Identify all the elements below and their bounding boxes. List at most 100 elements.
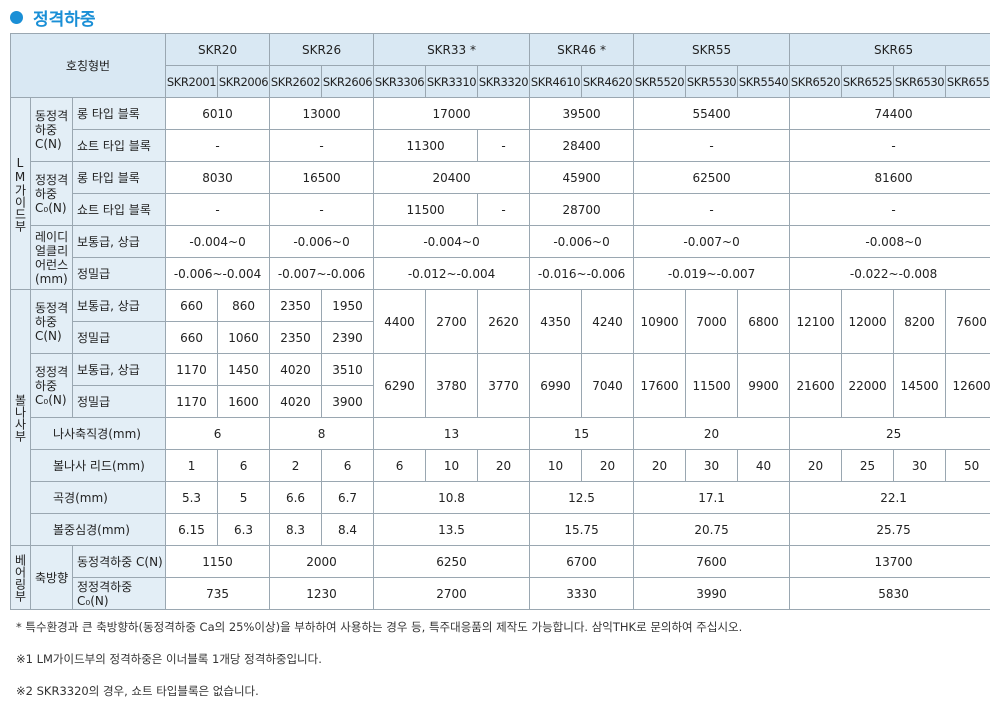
cell: 7600 [633,545,791,578]
cell: -0.019~-0.007 [633,257,791,290]
cell: 16500 [269,161,375,194]
row-label: 쇼트 타입 블록 [71,129,167,162]
model-name: SKR3310 [425,65,479,98]
rating-table: 호칭형번 SKR20 SKR26 SKR33 * SKR46 * SKR55 SKR65 SK… [10,33,990,610]
cell: -0.007~-0.006 [269,257,375,290]
model-name: SKR6530 [893,65,947,98]
data-row: 나사축직경(mm) 6 8 13 15 20 25 [11,417,990,450]
cell: 2000 [269,545,375,578]
data-row: 곡경(mm) 5.3 5 6.6 6.7 10.8 12.5 17.1 22.1 [11,481,990,514]
cell: 4240 [581,289,635,354]
cell: 30 [685,449,739,482]
cell: 62500 [633,161,791,194]
cell: - [789,129,990,162]
cell: 860 [217,289,271,322]
cell: 6.15 [165,513,219,546]
cell: 12100 [789,289,843,354]
row-label: 나사축직경(mm) [29,417,167,450]
cell: 40 [737,449,791,482]
cell: 8 [269,417,375,450]
data-row: 레이디얼클리어런스 (mm) 보통급, 상급 -0.004~0 -0.006~0 -0.… [11,225,990,290]
model-name: SKR5520 [633,65,687,98]
model-name: SKR2602 [269,65,323,98]
model-name: SKR2006 [217,65,271,98]
row-label: 정밀급 [71,385,167,418]
cell: 5 [217,481,271,514]
model-name: SKR6550 [945,65,990,98]
row-label: 정정격하중 C₀(N) [71,577,167,610]
cell: - [269,129,375,162]
data-row: 쇼트 타입 블록 - -11500-28700- - [11,193,990,226]
cell: 22.1 [789,481,990,514]
group-label: 레이디얼클리어런스 (mm) [30,225,73,290]
cell: - [165,129,271,162]
cell: -0.022~-0.008 [789,257,990,290]
series-name: SKR46 * [529,33,635,66]
cell: 15.75 [529,513,635,546]
cell: -0.004~0 [373,225,531,258]
header-row: SKR2001 SKR2006 SKR2602 SKR2606 SKR3306 SKR33… [11,65,990,98]
cell: - [633,193,791,226]
cell: 45900 [529,161,635,194]
cell: 25 [841,449,895,482]
cell: 1170 [165,353,219,386]
cell: 9900 [737,353,791,418]
model-name: SKR5530 [685,65,739,98]
data-row: 볼나사 리드(mm) 1 6 2 6 6 10 20 10 20 20 30 40 20 25 30 50 [11,449,990,482]
cell: 15 [529,417,635,450]
cell: 12.5 [529,481,635,514]
cell: - [477,129,531,162]
group-label: 정정격하중 C₀(N) [30,161,73,226]
data-row: 정정격하중 C₀(N) 보통급, 상급 1170 1450 4020 3510 6290 37… [11,353,990,418]
cell: 28700 [529,193,635,226]
data-row: 베어링부 축방향 동정격하중 C(N) 1150 2000 6250 6700 7600 137… [10,545,990,610]
cell: 25 [789,417,990,450]
cell: 5.3 [165,481,219,514]
header-label: 호칭형번 [10,33,167,98]
cell: 6990 [529,353,583,418]
row-label: 롱 타입 블록 [71,161,167,194]
cell: 660 [165,289,219,322]
cell: 20 [633,417,791,450]
cell: 1950 [321,289,375,322]
cell: 50 [945,449,990,482]
cell: - [789,193,990,226]
cell: 11500 [685,353,739,418]
header-row: 호칭형번 SKR20 SKR26 SKR33 * SKR46 * SKR55 SKR65 [10,33,990,98]
row-label: 보통급, 상급 [71,289,167,322]
cell: 17600 [633,353,687,418]
cell: -0.007~0 [633,225,791,258]
cell: 13000 [269,97,375,130]
cell: 6.3 [217,513,271,546]
cell: 2350 [269,321,323,354]
cell: 10 [529,449,583,482]
cell: - [477,193,531,226]
group-label: 정정격하중 C₀(N) [30,353,73,418]
cell: 1170 [165,385,219,418]
cell: 74400 [789,97,990,130]
data-row: 정밀급 -0.006~-0.004 -0.007~-0.006 -0.012~-0.0… [11,257,990,290]
section-label: LM가이드부 [10,97,31,290]
cell: 20.75 [633,513,791,546]
cell: -0.012~-0.004 [373,257,531,290]
data-row: 볼중심경(mm) 6.15 6.3 8.3 8.4 13.5 15.75 20.75 25.75 [11,513,990,546]
cell: 6250 [373,545,531,578]
row-label: 곡경(mm) [29,481,167,514]
cell: 55400 [633,97,791,130]
note: ※2 SKR3320의 경우, 쇼트 타입블록은 없습니다. [16,684,259,698]
cell: - [165,193,271,226]
cell: 8.3 [269,513,323,546]
section-label: 베어링부 [10,545,31,610]
bullet [10,10,23,24]
cell: 10 [425,449,479,482]
cell: 6 [217,449,271,482]
model-name: SKR3306 [373,65,427,98]
cell: 4020 [269,353,323,386]
section-label: 볼나사부 [10,289,31,546]
model-name: SKR4610 [529,65,583,98]
cell: 8.4 [321,513,375,546]
cell: 25.75 [789,513,990,546]
model-name: SKR4620 [581,65,635,98]
row-label: 보통급, 상급 [71,353,167,386]
row-label: 정밀급 [71,321,167,354]
